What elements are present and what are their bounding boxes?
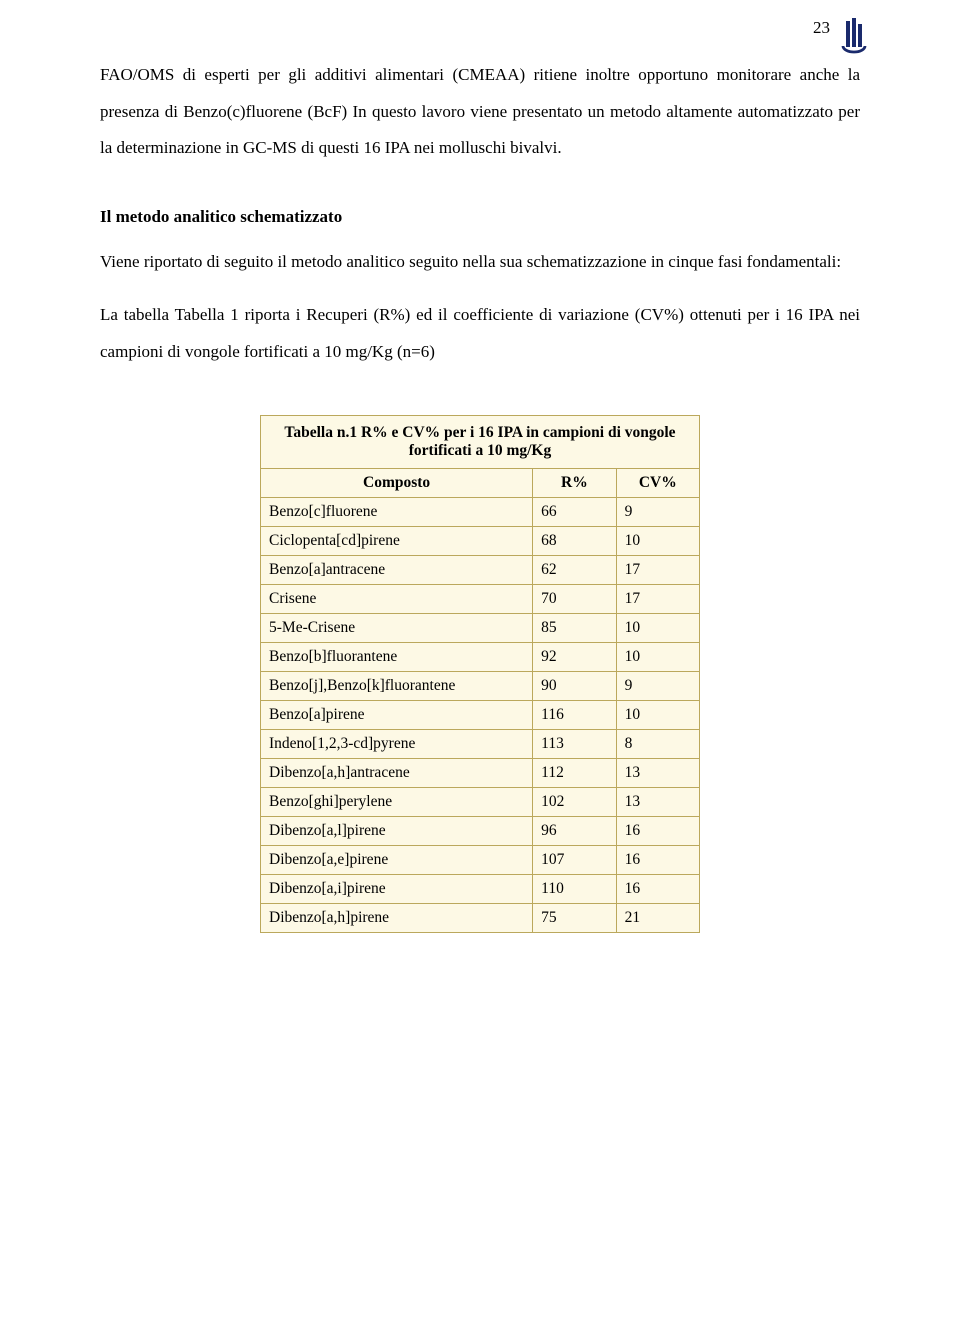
cell-r: 102: [533, 788, 616, 817]
cell-composto: Crisene: [261, 585, 533, 614]
table-row: Benzo[a]antracene6217: [261, 556, 700, 585]
cell-cv: 10: [616, 643, 699, 672]
column-header-composto: Composto: [261, 469, 533, 498]
cell-r: 92: [533, 643, 616, 672]
cell-cv: 10: [616, 614, 699, 643]
cell-r: 116: [533, 701, 616, 730]
cell-cv: 10: [616, 527, 699, 556]
cell-r: 62: [533, 556, 616, 585]
cell-cv: 13: [616, 759, 699, 788]
table-row: Indeno[1,2,3-cd]pyrene1138: [261, 730, 700, 759]
cell-cv: 16: [616, 846, 699, 875]
cell-cv: 13: [616, 788, 699, 817]
cell-cv: 16: [616, 875, 699, 904]
paragraph-table-intro: La tabella Tabella 1 riporta i Recuperi …: [100, 297, 860, 370]
cell-r: 75: [533, 904, 616, 933]
table-row: Dibenzo[a,l]pirene9616: [261, 817, 700, 846]
cell-composto: Dibenzo[a,l]pirene: [261, 817, 533, 846]
cell-composto: Dibenzo[a,h]pirene: [261, 904, 533, 933]
cell-cv: 9: [616, 672, 699, 701]
column-header-r: R%: [533, 469, 616, 498]
table-row: Benzo[b]fluorantene9210: [261, 643, 700, 672]
table-body: Benzo[c]fluorene669Ciclopenta[cd]pirene6…: [261, 498, 700, 933]
cell-composto: Benzo[c]fluorene: [261, 498, 533, 527]
cell-cv: 9: [616, 498, 699, 527]
cell-cv: 17: [616, 556, 699, 585]
cell-r: 113: [533, 730, 616, 759]
table-row: Dibenzo[a,i]pirene11016: [261, 875, 700, 904]
cell-cv: 16: [616, 817, 699, 846]
cell-r: 112: [533, 759, 616, 788]
cell-composto: Benzo[j],Benzo[k]fluorantene: [261, 672, 533, 701]
cell-r: 70: [533, 585, 616, 614]
cell-composto: Dibenzo[a,h]antracene: [261, 759, 533, 788]
cell-composto: Dibenzo[a,e]pirene: [261, 846, 533, 875]
cell-cv: 10: [616, 701, 699, 730]
cell-composto: Benzo[a]pirene: [261, 701, 533, 730]
cell-cv: 21: [616, 904, 699, 933]
table-row: Crisene7017: [261, 585, 700, 614]
cell-composto: Benzo[a]antracene: [261, 556, 533, 585]
table-container: Tabella n.1 R% e CV% per i 16 IPA in cam…: [260, 415, 700, 933]
cell-r: 85: [533, 614, 616, 643]
table-row: Benzo[ghi]perylene10213: [261, 788, 700, 817]
cell-cv: 17: [616, 585, 699, 614]
table-row: 5-Me-Crisene8510: [261, 614, 700, 643]
column-header-cv: CV%: [616, 469, 699, 498]
cell-composto: Dibenzo[a,i]pirene: [261, 875, 533, 904]
table-caption: Tabella n.1 R% e CV% per i 16 IPA in cam…: [261, 416, 700, 469]
table-row: Ciclopenta[cd]pirene6810: [261, 527, 700, 556]
cell-r: 66: [533, 498, 616, 527]
cell-r: 90: [533, 672, 616, 701]
paragraph-method: Viene riportato di seguito il metodo ana…: [100, 244, 860, 281]
cell-r: 107: [533, 846, 616, 875]
cell-composto: Benzo[ghi]perylene: [261, 788, 533, 817]
cell-composto: 5-Me-Crisene: [261, 614, 533, 643]
table-row: Dibenzo[a,h]pirene7521: [261, 904, 700, 933]
cell-r: 110: [533, 875, 616, 904]
cell-composto: Indeno[1,2,3-cd]pyrene: [261, 730, 533, 759]
institution-logo-icon: [840, 18, 868, 59]
paragraph-intro: FAO/OMS di esperti per gli additivi alim…: [100, 57, 860, 167]
cell-composto: Ciclopenta[cd]pirene: [261, 527, 533, 556]
cell-r: 96: [533, 817, 616, 846]
page-number: 23: [813, 18, 830, 38]
section-heading: Il metodo analitico schematizzato: [100, 207, 860, 227]
recovery-table: Tabella n.1 R% e CV% per i 16 IPA in cam…: [260, 415, 700, 933]
cell-cv: 8: [616, 730, 699, 759]
table-row: Benzo[j],Benzo[k]fluorantene909: [261, 672, 700, 701]
cell-r: 68: [533, 527, 616, 556]
cell-composto: Benzo[b]fluorantene: [261, 643, 533, 672]
table-row: Benzo[a]pirene11610: [261, 701, 700, 730]
table-row: Benzo[c]fluorene669: [261, 498, 700, 527]
table-row: Dibenzo[a,h]antracene11213: [261, 759, 700, 788]
page-container: 23 FAO/OMS di esperti per gli additivi a…: [0, 0, 960, 973]
table-row: Dibenzo[a,e]pirene10716: [261, 846, 700, 875]
